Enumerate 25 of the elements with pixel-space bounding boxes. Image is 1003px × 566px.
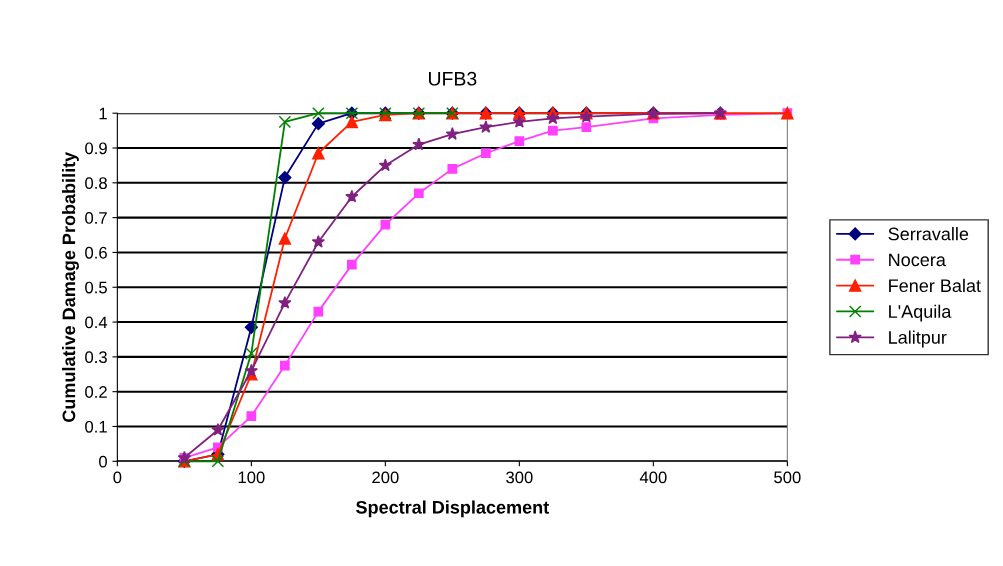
x-tick-label: 400 xyxy=(639,471,667,484)
y-tick-label: 0.5 xyxy=(85,281,107,294)
x-tick-label: 200 xyxy=(372,471,399,484)
chart-title: UFB3 xyxy=(429,71,477,86)
x-tick-label: 500 xyxy=(774,471,801,484)
y-tick-label: 1 xyxy=(99,107,107,120)
x-tick-label: 0 xyxy=(113,471,122,484)
x-tick-label: 300 xyxy=(506,471,533,484)
y-tick-label: 0.9 xyxy=(85,142,107,155)
y-axis-title: Cumulative Damage Probability xyxy=(62,151,79,422)
legend-label: Nocera xyxy=(889,253,946,267)
y-tick-label: 0.6 xyxy=(85,246,107,259)
y-tick-label: 0 xyxy=(99,455,107,468)
legend-label: Lalitpur xyxy=(889,330,947,348)
y-tick-label: 0.3 xyxy=(85,351,107,364)
x-axis-title: Spectral Displacement xyxy=(356,500,549,518)
y-tick-label: 0.1 xyxy=(85,420,107,433)
y-tick-label: 0.4 xyxy=(85,316,108,329)
y-tick-label: 0.8 xyxy=(85,177,107,190)
legend-label: Serravalle xyxy=(888,227,969,241)
x-tick-label: 100 xyxy=(238,471,265,484)
y-tick-label: 0.7 xyxy=(85,212,107,224)
legend-label: L'Aquila xyxy=(889,304,952,322)
y-tick-label: 0.2 xyxy=(85,386,107,398)
legend-label: Fener Balat xyxy=(889,278,981,293)
